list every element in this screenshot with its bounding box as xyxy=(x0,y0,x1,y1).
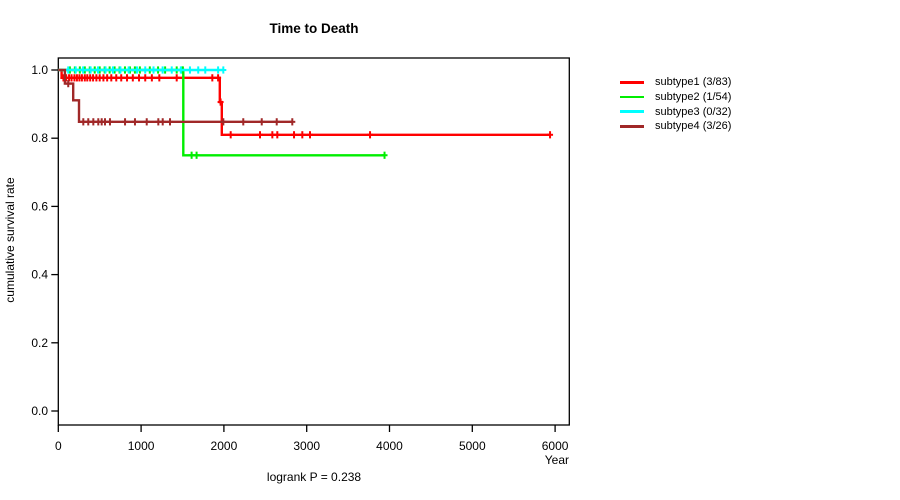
plot-title: Time to Death xyxy=(269,21,359,36)
legend-item-subtype4: subtype4 (3/26) xyxy=(620,119,731,134)
plot-box xyxy=(57,57,570,426)
y-tick-label: 0.2 xyxy=(31,336,48,350)
legend-line-swatch xyxy=(620,110,644,114)
x-axis-label: Year xyxy=(545,453,569,467)
legend-line-swatch xyxy=(620,81,644,84)
x-tick-label: 1000 xyxy=(128,439,155,453)
y-tick-label: 1.0 xyxy=(31,63,48,77)
legend-line-swatch xyxy=(620,95,644,99)
y-tick-label: 0.0 xyxy=(31,404,48,418)
x-tick-label: 6000 xyxy=(542,439,569,453)
legend-item-label: subtype4 (3/26) xyxy=(655,120,732,133)
legend-item-label: subtype3 (0/32) xyxy=(655,105,732,118)
legend-item-subtype1: subtype1 (3/83) xyxy=(620,75,731,90)
legend-item-subtype3: subtype3 (0/32) xyxy=(620,104,731,119)
legend-item-subtype2: subtype2 (1/54) xyxy=(620,90,731,105)
x-tick-label: 5000 xyxy=(459,439,486,453)
legend-line-swatch xyxy=(620,125,644,128)
y-tick-label: 0.8 xyxy=(31,131,48,145)
legend-item-label: subtype2 (1/54) xyxy=(655,91,732,104)
x-tick-label: 3000 xyxy=(293,439,320,453)
y-tick-label: 0.4 xyxy=(31,268,48,282)
x-tick-label: 2000 xyxy=(211,439,238,453)
survival-curve-subtype1 xyxy=(58,68,550,137)
logrank-p-text: logrank P = 0.238 xyxy=(266,470,362,484)
survival-curve-subtype4 xyxy=(58,68,293,124)
x-tick-label: 0 xyxy=(55,439,62,453)
legend: subtype1 (3/83) subtype2 (1/54) subtype3 (… xyxy=(620,75,731,134)
x-tick-label: 4000 xyxy=(376,439,403,453)
legend-item-label: subtype1 (3/83) xyxy=(655,76,732,89)
y-tick-label: 0.6 xyxy=(31,199,48,213)
